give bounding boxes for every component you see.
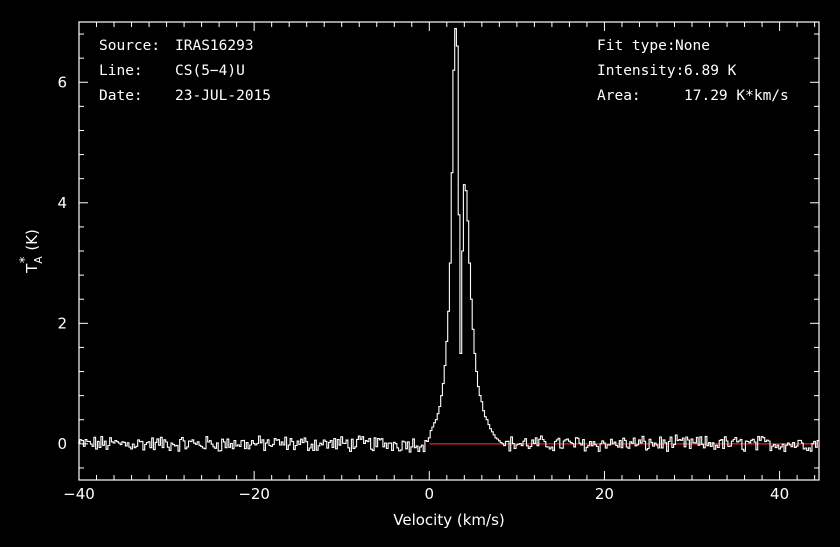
header-left-value: 23-JUL-2015 [175, 88, 271, 104]
header-left-value: CS(5−4)U [175, 63, 245, 79]
y-label-sub: A [32, 256, 45, 264]
y-label-base: T [23, 263, 41, 274]
header-right-value: 17.29 K*km/s [684, 88, 789, 104]
y-tick-label: 4 [57, 194, 67, 212]
header-right-label: Area: [597, 88, 641, 104]
x-tick-label: 20 [595, 485, 614, 503]
y-tick-label: 0 [57, 435, 67, 453]
header-right-value: 6.89 K [684, 63, 737, 79]
header-left-label: Source: [99, 38, 160, 54]
y-axis-label-text: TA* (K) [18, 229, 45, 274]
header-left-label: Line: [99, 63, 143, 79]
header-right-value: None [675, 38, 710, 54]
y-label-unit: (K) [23, 229, 41, 251]
x-tick-label: 40 [770, 485, 789, 503]
y-tick-label: 2 [57, 314, 67, 332]
x-axis-label: Velocity (km/s) [393, 511, 504, 529]
spectrum-line [78, 28, 819, 453]
y-axis-label: TA* (K) [18, 229, 45, 274]
header-right-label: Intensity: [597, 63, 684, 79]
y-tick-label: 6 [57, 73, 67, 91]
x-tick-label: 0 [425, 485, 435, 503]
x-tick-label: −20 [238, 485, 270, 503]
header-left-value: IRAS16293 [175, 38, 254, 54]
y-label-sup: * [18, 256, 33, 263]
header-right-label: Fit type: [597, 38, 676, 54]
x-tick-label: −40 [63, 485, 95, 503]
header-left-label: Date: [99, 88, 143, 104]
